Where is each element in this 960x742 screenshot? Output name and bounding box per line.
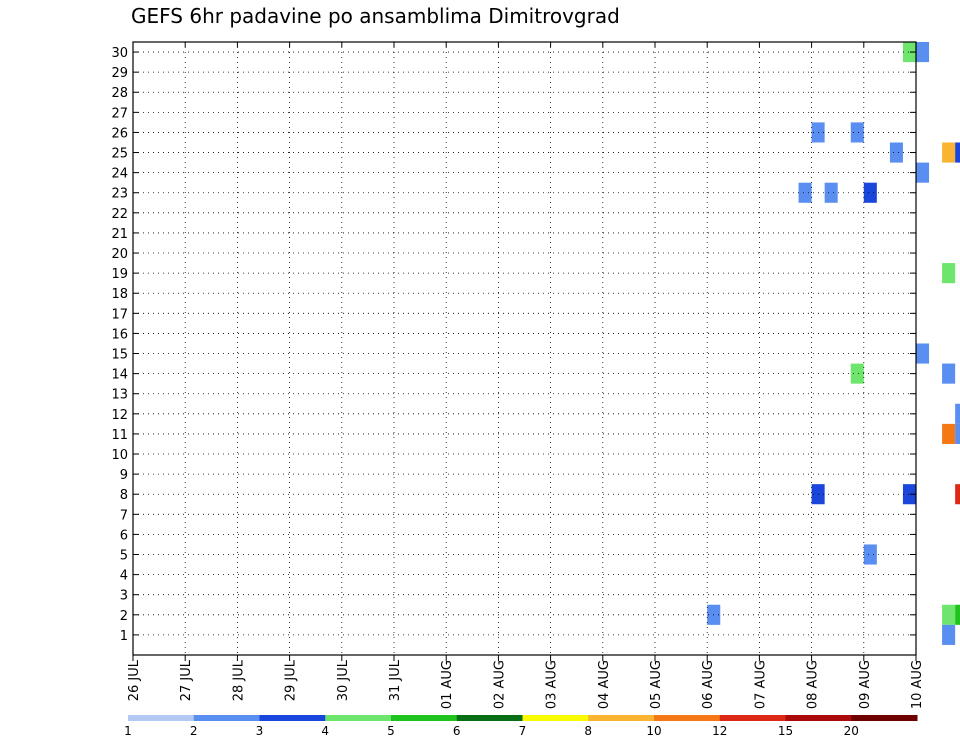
plot-frame xyxy=(132,41,917,656)
data-cell xyxy=(955,423,960,444)
y-tick-label: 23 xyxy=(111,187,128,202)
y-tick-label: 18 xyxy=(111,287,128,302)
data-cell xyxy=(916,162,930,183)
colorbar-segment xyxy=(193,715,260,721)
data-cell xyxy=(824,182,838,203)
y-tick-label: 21 xyxy=(111,227,128,242)
y-tick-label: 1 xyxy=(120,629,128,644)
colorbar-label: 15 xyxy=(778,724,793,738)
y-tick-label: 10 xyxy=(111,448,128,463)
y-tick-label: 16 xyxy=(111,327,128,342)
y-tick-label: 25 xyxy=(111,147,128,162)
colorbar-segment xyxy=(456,715,523,721)
y-tick-label: 19 xyxy=(111,267,128,282)
x-tick-label: 08 AUG xyxy=(806,660,821,709)
colorbar-label: 20 xyxy=(844,724,859,738)
colorbar-label: 12 xyxy=(712,724,727,738)
y-tick-label: 27 xyxy=(111,106,128,121)
y-tick-label: 2 xyxy=(120,609,128,624)
data-cell xyxy=(942,263,956,284)
x-tick-label: 29 JUL xyxy=(284,659,299,701)
data-cell xyxy=(955,403,960,424)
colorbar-segment xyxy=(719,715,786,721)
y-tick-label: 24 xyxy=(111,167,128,182)
data-cell xyxy=(863,182,877,203)
colorbar-segment xyxy=(522,715,589,721)
y-tick-label: 15 xyxy=(111,348,128,363)
x-tick-label: 26 JUL xyxy=(127,659,142,701)
data-cell xyxy=(942,363,956,384)
colorbar-segment xyxy=(588,715,655,721)
data-cell xyxy=(942,604,956,625)
x-tick-label: 06 AUG xyxy=(701,660,716,709)
colorbar-label: 6 xyxy=(453,724,461,738)
colorbar-label: 7 xyxy=(519,724,527,738)
colorbar-segment xyxy=(128,715,195,721)
x-tick-label: 28 JUL xyxy=(231,659,246,701)
y-tick-label: 28 xyxy=(111,86,128,101)
data-cell xyxy=(889,142,903,163)
chart-title: GEFS 6hr padavine po ansamblima Dimitrov… xyxy=(131,4,620,28)
data-cell xyxy=(916,343,930,364)
colorbar-segment xyxy=(785,715,852,721)
x-tick-label: 31 JUL xyxy=(388,659,403,701)
x-tick-label: 02 AUG xyxy=(492,660,507,709)
data-cell xyxy=(955,604,960,625)
y-tick-label: 30 xyxy=(111,46,128,61)
y-tick-label: 6 xyxy=(120,528,128,543)
data-cell xyxy=(955,142,960,163)
colorbar-segment xyxy=(654,715,721,721)
y-tick-label: 20 xyxy=(111,247,128,262)
data-cell xyxy=(902,484,916,505)
colorbar-segment xyxy=(851,715,918,721)
x-tick-label: 01 AUG xyxy=(440,660,455,709)
x-tick-label: 10 AUG xyxy=(910,660,925,709)
colorbar-segment xyxy=(391,715,458,721)
y-tick-label: 26 xyxy=(111,126,128,141)
data-cell xyxy=(955,484,960,505)
y-tick-label: 11 xyxy=(111,428,128,443)
colorbar-label: 1 xyxy=(124,724,132,738)
x-tick-label: 03 AUG xyxy=(545,660,560,709)
y-tick-label: 14 xyxy=(111,368,128,383)
y-tick-label: 9 xyxy=(120,468,128,483)
y-tick-label: 4 xyxy=(120,569,128,584)
data-cell xyxy=(942,423,956,444)
y-tick-label: 8 xyxy=(120,488,128,503)
x-tick-label: 07 AUG xyxy=(753,660,768,709)
data-cell xyxy=(942,624,956,645)
x-tick-label: 05 AUG xyxy=(649,660,664,709)
colorbar-label: 8 xyxy=(584,724,592,738)
colorbar-segment xyxy=(325,715,392,721)
colorbar-label: 2 xyxy=(190,724,198,738)
y-tick-label: 3 xyxy=(120,589,128,604)
colorbar-label: 3 xyxy=(256,724,264,738)
data-cell xyxy=(850,122,864,143)
colorbar-label: 5 xyxy=(387,724,395,738)
data-cell xyxy=(942,142,956,163)
colorbar-label: 4 xyxy=(321,724,329,738)
data-cell xyxy=(850,363,864,384)
x-tick-label: 30 JUL xyxy=(336,659,351,701)
data-cell xyxy=(798,182,812,203)
data-cell xyxy=(863,544,877,565)
data-cell xyxy=(916,42,930,63)
y-tick-label: 7 xyxy=(120,508,128,523)
colorbar-label: 10 xyxy=(646,724,661,738)
data-cell xyxy=(902,42,916,63)
x-tick-label: 09 AUG xyxy=(858,660,873,709)
y-tick-label: 13 xyxy=(111,388,128,403)
y-tick-label: 5 xyxy=(120,549,128,564)
x-tick-label: 04 AUG xyxy=(597,660,612,709)
y-tick-label: 29 xyxy=(111,66,128,81)
y-tick-label: 12 xyxy=(111,408,128,423)
y-tick-label: 22 xyxy=(111,207,128,222)
y-tick-label: 17 xyxy=(111,307,128,322)
colorbar-segment xyxy=(259,715,326,721)
x-tick-label: 27 JUL xyxy=(179,659,194,701)
